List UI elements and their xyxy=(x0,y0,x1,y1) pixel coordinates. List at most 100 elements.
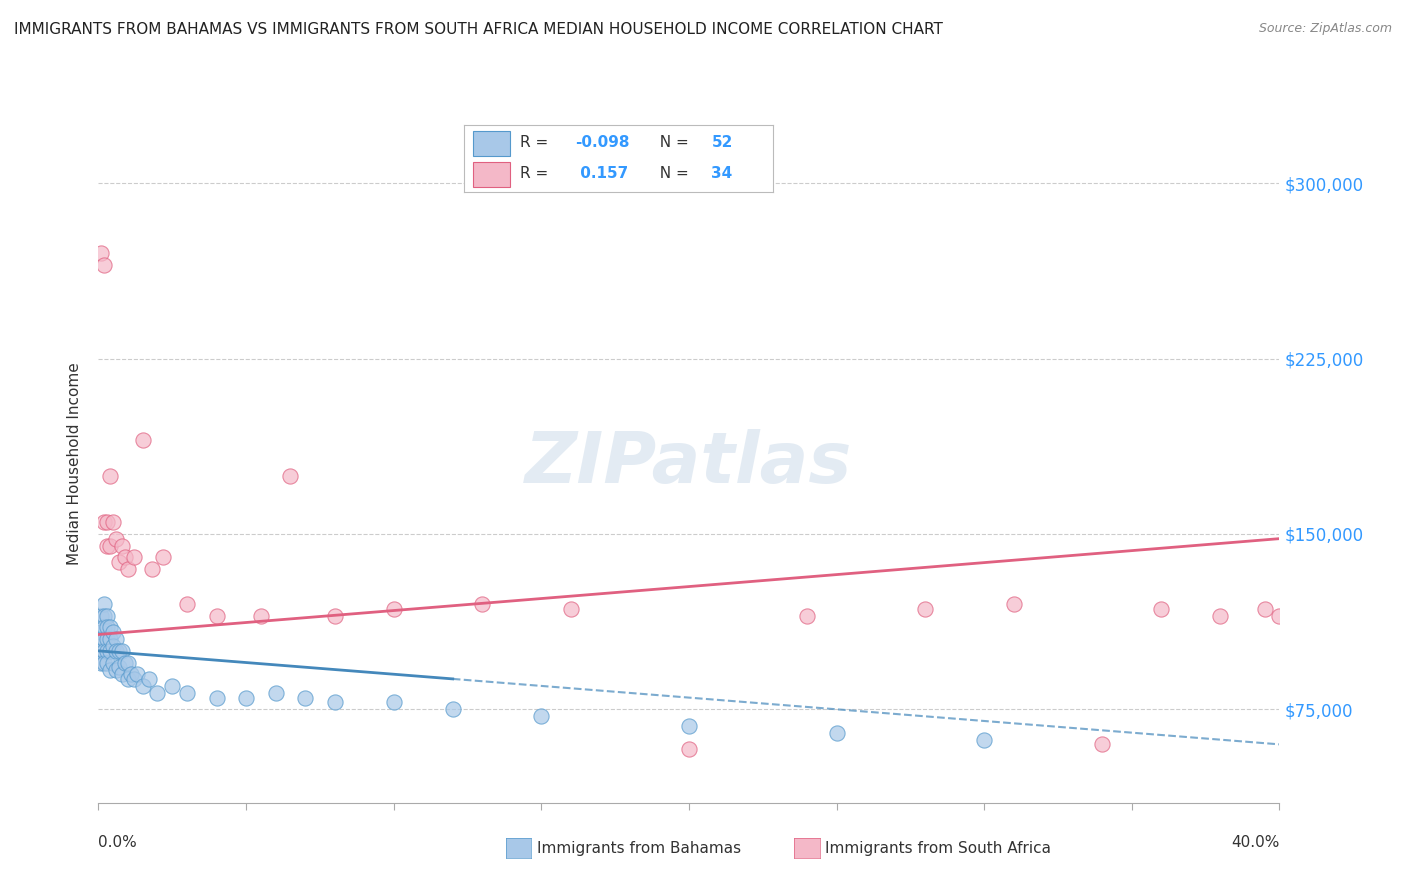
Point xyxy=(678,719,700,733)
Text: 34: 34 xyxy=(711,166,733,181)
Point xyxy=(90,608,112,623)
Point xyxy=(278,468,302,483)
Point xyxy=(96,539,118,553)
Point xyxy=(125,667,148,681)
Point xyxy=(678,742,700,756)
Point xyxy=(132,679,155,693)
Point xyxy=(111,539,134,553)
Point xyxy=(441,702,464,716)
Point xyxy=(1254,601,1277,615)
Point xyxy=(108,644,131,658)
Point xyxy=(152,550,174,565)
Text: IMMIGRANTS FROM BAHAMAS VS IMMIGRANTS FROM SOUTH AFRICA MEDIAN HOUSEHOLD INCOME : IMMIGRANTS FROM BAHAMAS VS IMMIGRANTS FR… xyxy=(14,22,943,37)
Point xyxy=(323,608,346,623)
Point xyxy=(90,632,112,647)
Point xyxy=(141,562,163,576)
Point xyxy=(176,686,198,700)
Point xyxy=(93,632,115,647)
Point xyxy=(90,644,112,658)
Point xyxy=(117,656,139,670)
Point xyxy=(90,656,112,670)
Point xyxy=(162,679,183,693)
Point xyxy=(111,667,134,681)
Point xyxy=(114,550,136,565)
Point xyxy=(98,644,121,658)
Point xyxy=(98,539,121,553)
Point xyxy=(264,686,287,700)
Point xyxy=(96,632,118,647)
Point xyxy=(250,608,273,623)
Point xyxy=(138,672,160,686)
Point xyxy=(105,644,128,658)
Text: R =: R = xyxy=(520,136,553,151)
Point xyxy=(146,686,169,700)
Point xyxy=(205,608,228,623)
FancyBboxPatch shape xyxy=(474,162,510,187)
Point xyxy=(973,732,995,747)
Point xyxy=(560,601,582,615)
Text: 0.0%: 0.0% xyxy=(98,836,138,850)
Text: 52: 52 xyxy=(711,136,733,151)
Text: ZIPatlas: ZIPatlas xyxy=(526,429,852,499)
Point xyxy=(530,709,553,723)
Text: 40.0%: 40.0% xyxy=(1232,836,1279,850)
Point xyxy=(111,644,134,658)
Point xyxy=(1002,597,1025,611)
Point xyxy=(103,656,125,670)
Point xyxy=(108,660,131,674)
Point xyxy=(90,625,112,640)
Point xyxy=(96,644,118,658)
Point xyxy=(323,695,346,709)
Point xyxy=(914,601,936,615)
Point xyxy=(108,555,131,569)
Point xyxy=(114,656,136,670)
Point xyxy=(122,550,145,565)
Point xyxy=(93,656,115,670)
Point xyxy=(93,644,115,658)
Text: 0.157: 0.157 xyxy=(575,166,628,181)
FancyBboxPatch shape xyxy=(474,131,510,155)
Point xyxy=(1091,737,1114,751)
Point xyxy=(96,656,118,670)
Point xyxy=(105,663,128,677)
Point xyxy=(93,608,115,623)
Point xyxy=(1209,608,1232,623)
Point xyxy=(96,608,118,623)
Point xyxy=(96,620,118,634)
Point xyxy=(825,725,848,739)
Text: Immigrants from South Africa: Immigrants from South Africa xyxy=(825,841,1052,855)
Point xyxy=(382,601,405,615)
Text: R =: R = xyxy=(520,166,553,181)
Text: Source: ZipAtlas.com: Source: ZipAtlas.com xyxy=(1258,22,1392,36)
Point xyxy=(105,632,128,647)
Point xyxy=(117,672,139,686)
Point xyxy=(1268,608,1291,623)
Point xyxy=(796,608,818,623)
Point xyxy=(471,597,494,611)
Point xyxy=(93,597,115,611)
Point xyxy=(98,620,121,634)
Point xyxy=(98,632,121,647)
Point xyxy=(90,246,112,260)
Point xyxy=(1150,601,1173,615)
Point xyxy=(132,434,155,448)
Point xyxy=(93,516,115,530)
Point xyxy=(96,516,118,530)
Point xyxy=(120,667,142,681)
Point xyxy=(98,468,121,483)
Point xyxy=(103,516,125,530)
Point xyxy=(176,597,198,611)
Point xyxy=(93,620,115,634)
Text: N =: N = xyxy=(650,166,693,181)
Y-axis label: Median Household Income: Median Household Income xyxy=(67,362,83,566)
Text: N =: N = xyxy=(650,136,693,151)
Point xyxy=(105,532,128,546)
Point xyxy=(235,690,257,705)
Point xyxy=(98,663,121,677)
Point xyxy=(117,562,139,576)
Point xyxy=(122,672,145,686)
Text: -0.098: -0.098 xyxy=(575,136,630,151)
Point xyxy=(93,258,115,272)
Point xyxy=(103,639,125,653)
Text: Immigrants from Bahamas: Immigrants from Bahamas xyxy=(537,841,741,855)
